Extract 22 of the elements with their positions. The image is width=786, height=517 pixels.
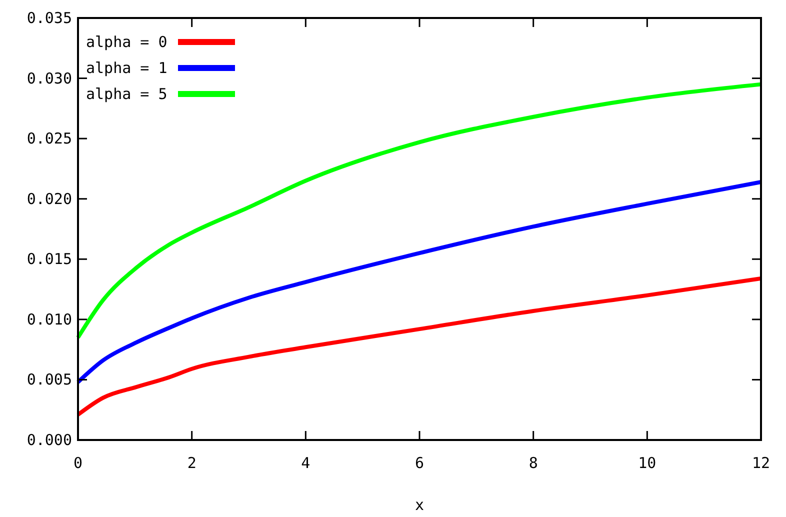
legend-label: alpha = 0: [86, 33, 168, 51]
x-axis-title: x: [414, 496, 424, 514]
x-tick-label: 2: [187, 454, 196, 472]
y-tick-label: 0.030: [26, 69, 72, 88]
line-series: [76, 180, 763, 384]
y-tick-label: 0.015: [26, 250, 72, 268]
x-tick-label: 6: [414, 454, 424, 472]
x-tick-label: 4: [301, 454, 310, 472]
line-series: [76, 276, 763, 417]
y-tick-label: 0.020: [26, 190, 72, 208]
x-tick-label: 10: [638, 454, 656, 472]
x-tick-label: 8: [528, 454, 538, 472]
y-tick-label: 0.005: [26, 370, 72, 389]
y-tick-label: 0.010: [26, 310, 72, 328]
legend-label: alpha = 5: [86, 85, 168, 103]
y-tick-label: 0.000: [26, 431, 72, 449]
y-tick-label: 0.035: [26, 9, 72, 27]
x-tick-label: 0: [73, 454, 83, 472]
legend-label: alpha = 1: [86, 59, 168, 77]
x-tick-label: 12: [752, 454, 770, 472]
y-tick-label: 0.025: [26, 130, 72, 148]
line-series: [76, 82, 763, 340]
